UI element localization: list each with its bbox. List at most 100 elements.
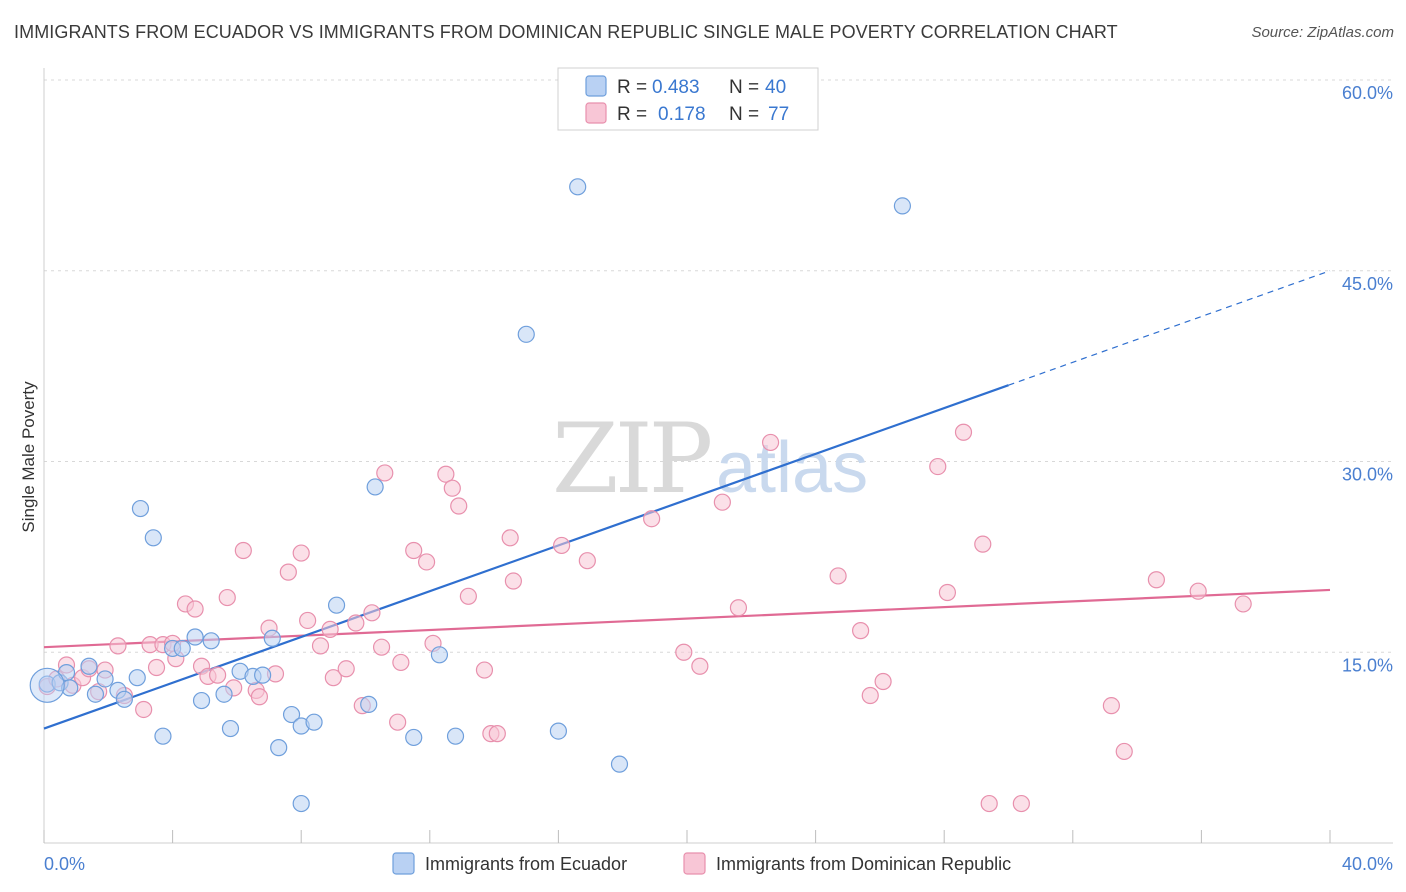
x-tick-label-0: 0.0% (44, 854, 85, 874)
point-ecuador-4 (80, 657, 98, 675)
y-tick-labels: 15.0% 30.0% 45.0% 60.0% (1342, 83, 1393, 675)
point-dominican-38 (372, 638, 391, 656)
legend-dominican-r-label: R = (617, 104, 647, 125)
point-dominican-65 (874, 672, 892, 691)
series-legend-dominican: Immigrants from Dominican Republic (716, 854, 1011, 874)
point-dominican-41 (392, 653, 410, 672)
legend-ecuador-n-label: N = (729, 77, 759, 98)
series-legend: Immigrants from Ecuador Immigrants from … (392, 852, 1011, 875)
point-dominican-28 (279, 563, 297, 581)
point-dominican-72 (1102, 697, 1120, 715)
point-dominican-49 (475, 661, 494, 679)
point-ecuador-30 (360, 695, 378, 713)
point-ecuador-16 (192, 691, 211, 710)
series-legend-ecuador: Immigrants from Ecuador (425, 854, 627, 874)
point-dominican-67 (938, 583, 957, 602)
trend-line-dominican (43, 588, 1331, 649)
point-ecuador-17 (202, 632, 220, 650)
point-dominican-69 (974, 535, 992, 553)
point-cluster-origin (29, 667, 65, 703)
point-dominican-30 (299, 611, 317, 630)
point-ecuador-25 (282, 705, 301, 724)
source-credit: Source: ZipAtlas.com (1251, 24, 1394, 41)
point-dominican-71 (1012, 794, 1030, 813)
watermark-atlas: atlas (716, 428, 868, 508)
y-tick-label-0: 15.0% (1342, 655, 1393, 675)
grid-lines (44, 79, 1393, 653)
point-dominican-39 (376, 464, 394, 482)
point-dominican-23 (234, 541, 252, 560)
point-dominican-74 (1147, 571, 1165, 589)
point-ecuador-35 (517, 325, 535, 343)
point-dominican-56 (643, 510, 661, 528)
point-ecuador-34 (446, 727, 465, 745)
point-dominican-43 (417, 553, 436, 571)
point-dominican-42 (405, 541, 423, 560)
point-ecuador-29 (327, 596, 346, 614)
point-ecuador-27 (292, 794, 310, 813)
point-dominican-31 (311, 637, 330, 655)
point-dominican-52 (501, 529, 519, 547)
x-tick-label-1: 40.0% (1342, 854, 1393, 874)
y-tick-label-3: 60.0% (1342, 83, 1393, 103)
point-ecuador-22 (254, 666, 272, 684)
point-ecuador-39 (893, 197, 912, 215)
series-legend-swatch-dominican (683, 852, 706, 875)
point-dominican-32 (321, 620, 339, 638)
legend-dominican-n-label: N = (729, 104, 759, 125)
point-ecuador-37 (569, 178, 587, 196)
y-tick-label-2: 45.0% (1342, 274, 1393, 294)
point-ecuador-23 (263, 629, 281, 647)
axes (43, 68, 1393, 844)
point-ecuador-14 (173, 639, 191, 658)
point-dominican-48 (459, 587, 477, 605)
watermark-zip: ZIP (552, 403, 711, 515)
chart-title: IMMIGRANTS FROM ECUADOR VS IMMIGRANTS FR… (14, 22, 1118, 42)
legend-ecuador-r-value: 0.483 (652, 77, 700, 98)
point-dominican-17 (186, 600, 204, 618)
point-ecuador-12 (154, 727, 172, 745)
point-dominican-60 (729, 599, 748, 617)
y-axis-label: Single Male Poverty (19, 381, 38, 533)
point-ecuador-38 (610, 755, 629, 773)
y-tick-label-1: 30.0% (1342, 465, 1393, 485)
point-ecuador-6 (96, 670, 114, 688)
point-ecuador-28 (305, 713, 323, 731)
point-dominican-47 (450, 497, 468, 515)
point-ecuador-5 (86, 685, 105, 703)
point-ecuador-11 (144, 529, 162, 547)
point-dominican-64 (861, 686, 879, 705)
point-dominican-63 (852, 622, 870, 640)
trend-line-ecuador (43, 384, 1009, 730)
point-dominican-25 (250, 688, 269, 706)
point-dominican-68 (954, 423, 973, 441)
point-dominican-45 (437, 465, 455, 483)
point-dominican-8 (109, 637, 127, 655)
legend-swatch-ecuador (585, 75, 607, 97)
x-tick-labels: 0.0% 40.0% (44, 854, 1393, 874)
point-dominican-12 (147, 658, 166, 677)
point-dominican-76 (1234, 595, 1252, 613)
point-ecuador-32 (405, 728, 423, 747)
series-legend-swatch-ecuador (392, 852, 415, 875)
point-dominican-58 (691, 657, 709, 675)
legend-ecuador-n-value: 40 (765, 77, 786, 98)
legend-ecuador-r-label: R = (617, 77, 647, 98)
point-dominican-40 (389, 713, 407, 731)
point-dominican-51 (488, 725, 506, 743)
point-dominican-29 (292, 544, 310, 562)
point-ecuador-31 (366, 478, 384, 496)
legend-dominican-r-value: 0.178 (658, 104, 706, 125)
point-dominican-66 (929, 457, 947, 476)
legend-swatch-dominican (585, 102, 607, 124)
point-ecuador-8 (115, 690, 133, 708)
point-dominican-75 (1189, 582, 1207, 600)
point-dominican-54 (553, 536, 571, 555)
point-dominican-57 (675, 643, 693, 661)
point-dominican-70 (980, 794, 998, 813)
point-ecuador-9 (128, 669, 146, 687)
point-dominican-46 (443, 479, 461, 497)
point-ecuador-33 (430, 646, 449, 664)
trend-line-ecuador-extension (1008, 270, 1331, 386)
